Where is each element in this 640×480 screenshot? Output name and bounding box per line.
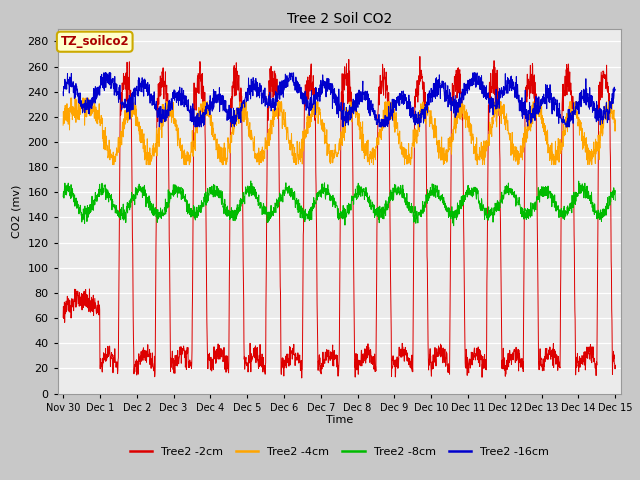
X-axis label: Time: Time [326, 415, 353, 425]
Text: TZ_soilco2: TZ_soilco2 [60, 35, 129, 48]
Tree2 -16cm [60, 89, 67, 95]
Tree2 -16cm [500, 92, 508, 98]
Tree2 -16cm [214, 94, 221, 100]
Tree2 -8cm [579, 181, 586, 187]
Tree2 -16cm [563, 120, 571, 125]
Tree2 -4cm [563, 110, 571, 116]
Line: Tree2 -16cm: Tree2 -16cm [63, 73, 615, 127]
Tree2 -8cm [563, 210, 571, 216]
Tree2 -4cm [368, 160, 376, 166]
Tree2 -8cm [213, 193, 221, 199]
Tree2 -16cm [368, 105, 376, 110]
Tree2 -16cm [579, 96, 586, 102]
Tree2 -8cm [247, 178, 255, 184]
Tree2 -8cm [355, 190, 363, 195]
Tree2 -2cm [579, 354, 586, 360]
Tree2 -4cm [500, 116, 508, 122]
Tree2 -2cm [60, 314, 67, 320]
Line: Tree2 -2cm: Tree2 -2cm [63, 57, 615, 378]
Y-axis label: CO2 (mv): CO2 (mv) [12, 184, 22, 238]
Title: Tree 2 Soil CO2: Tree 2 Soil CO2 [287, 12, 392, 26]
Tree2 -2cm [611, 363, 619, 369]
Tree2 -2cm [298, 375, 305, 381]
Tree2 -4cm [214, 152, 221, 158]
Tree2 -4cm [611, 117, 619, 123]
Tree2 -16cm [156, 124, 163, 130]
Tree2 -8cm [60, 194, 67, 200]
Tree2 -2cm [563, 92, 571, 98]
Tree2 -16cm [611, 87, 619, 93]
Tree2 -4cm [356, 125, 364, 131]
Tree2 -8cm [611, 197, 619, 203]
Line: Tree2 -8cm: Tree2 -8cm [63, 181, 615, 226]
Tree2 -2cm [416, 54, 424, 60]
Tree2 -2cm [367, 360, 375, 366]
Tree2 -4cm [67, 95, 75, 101]
Tree2 -4cm [60, 122, 67, 128]
Tree2 -2cm [213, 350, 221, 356]
Tree2 -8cm [367, 204, 375, 209]
Tree2 -16cm [356, 95, 364, 100]
Tree2 -16cm [100, 70, 108, 76]
Tree2 -4cm [109, 162, 116, 168]
Tree2 -8cm [450, 223, 458, 228]
Tree2 -2cm [500, 362, 508, 368]
Legend: Tree2 -2cm, Tree2 -4cm, Tree2 -8cm, Tree2 -16cm: Tree2 -2cm, Tree2 -4cm, Tree2 -8cm, Tree… [125, 442, 554, 461]
Line: Tree2 -4cm: Tree2 -4cm [63, 98, 615, 165]
Tree2 -8cm [500, 191, 508, 197]
Tree2 -4cm [579, 129, 586, 135]
Tree2 -2cm [355, 362, 363, 368]
